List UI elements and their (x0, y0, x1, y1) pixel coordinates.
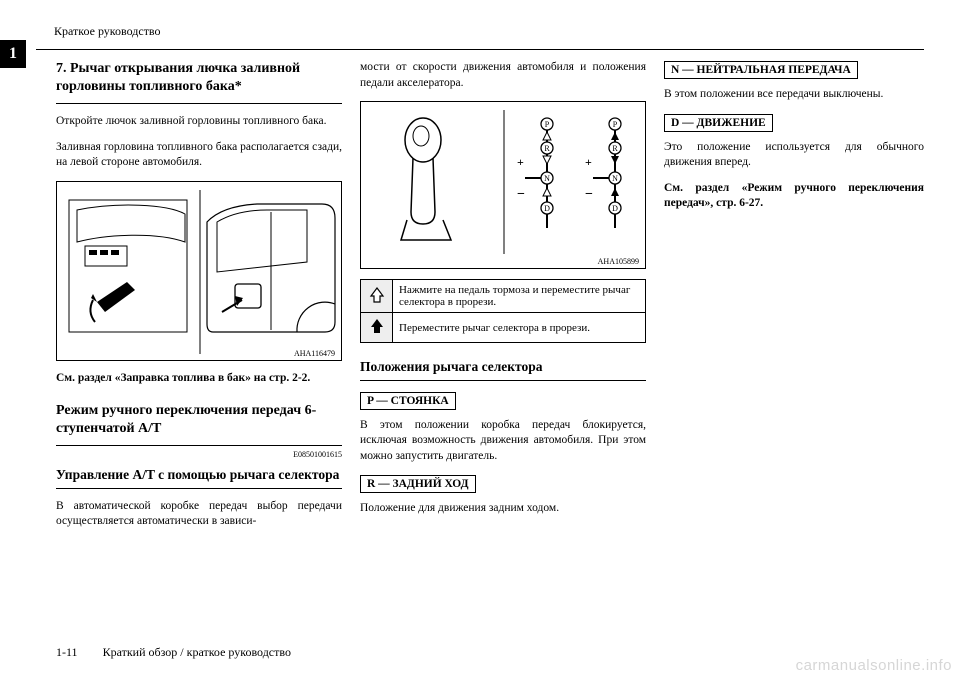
svg-text:R: R (544, 144, 550, 153)
body-text: Это положение используется для обычного … (664, 140, 924, 171)
manual-mode-heading: Режим ручного переключения передач 6-сту… (56, 402, 342, 437)
outline-arrow-icon (361, 280, 393, 313)
fuel-lid-illustration (57, 182, 343, 362)
body-text: Положение для движения задним ходом. (360, 501, 646, 517)
section-7-title: 7. Рычаг открывания лючка заливной горло… (56, 60, 342, 95)
page-number: 1-11 (56, 645, 78, 659)
body-text: В этом положении все передачи выключены. (664, 87, 924, 103)
body-text: В этом положении коробка передач блокиру… (360, 418, 646, 465)
body-text-continuation: мости от скорости движения автомобиля и … (360, 60, 646, 91)
instruction-text: Нажмите на педаль тормоза и переместите … (393, 280, 646, 313)
figure-code: AHA105899 (596, 257, 641, 266)
content-columns: 7. Рычаг открывания лючка заливной горло… (56, 60, 924, 620)
position-label-n: N — НЕЙТРАЛЬНАЯ ПЕРЕДАЧА (664, 61, 858, 79)
svg-text:+: + (585, 155, 592, 169)
rule (56, 445, 342, 446)
footer-section-title: Краткий обзор / краткое руководство (103, 645, 291, 659)
table-row: Нажмите на педаль тормоза и переместите … (361, 280, 646, 313)
page-header: Краткое руководство (36, 24, 924, 46)
watermark: carmanualsonline.info (796, 657, 952, 674)
running-title: Краткое руководство (36, 24, 924, 39)
body-text: В автоматической коробке передач выбор п… (56, 499, 342, 530)
figure-fuel-lid: AHA116479 (56, 181, 342, 361)
header-rule (36, 49, 924, 50)
table-row: Переместите рычаг селектора в прорези. (361, 313, 646, 343)
column-1: 7. Рычаг открывания лючка заливной горло… (56, 60, 342, 620)
column-2: мости от скорости движения автомобиля и … (360, 60, 646, 620)
column-3: N — НЕЙТРАЛЬНАЯ ПЕРЕДАЧА В этом положени… (664, 60, 924, 620)
chapter-tab: 1 (0, 40, 26, 68)
rule (360, 380, 646, 381)
body-text: Откройте лючок заливной горловины топлив… (56, 114, 342, 130)
selector-illustration: P R N D + − P (361, 102, 647, 270)
at-control-heading: Управление A/T с помощью рычага селектор… (56, 467, 342, 484)
instruction-text: Переместите рычаг селектора в прорези. (393, 313, 646, 343)
page-footer: 1-11 Краткий обзор / краткое руководство (56, 645, 291, 660)
position-label-d: D — ДВИЖЕНИЕ (664, 114, 773, 132)
body-text: Заливная горловина топливного бака распо… (56, 140, 342, 171)
rule (56, 488, 342, 489)
figure-code: AHA116479 (292, 349, 337, 358)
svg-text:−: − (517, 187, 525, 202)
svg-text:−: − (585, 187, 593, 202)
svg-text:N: N (612, 174, 618, 183)
svg-text:N: N (544, 174, 550, 183)
selector-instruction-table: Нажмите на педаль тормоза и переместите … (360, 279, 646, 343)
svg-text:+: + (517, 155, 524, 169)
positions-heading: Положения рычага селектора (360, 359, 646, 376)
svg-text:R: R (612, 144, 618, 153)
position-label-p: P — СТОЯНКА (360, 392, 456, 410)
svg-text:D: D (612, 204, 618, 213)
cross-reference: См. раздел «Режим ручного переключения п… (664, 181, 924, 212)
solid-arrow-icon (361, 313, 393, 343)
svg-text:P: P (613, 120, 618, 129)
page-root: Краткое руководство 1 7. Рычаг открывани… (0, 0, 960, 678)
svg-text:D: D (544, 204, 550, 213)
figure-selector: P R N D + − P (360, 101, 646, 269)
cross-reference: См. раздел «Заправка топлива в бак» на с… (56, 371, 342, 387)
position-label-r: R — ЗАДНИЙ ХОД (360, 475, 476, 493)
svg-text:P: P (545, 120, 550, 129)
reference-code: E08501001615 (56, 450, 342, 459)
rule (56, 103, 342, 104)
